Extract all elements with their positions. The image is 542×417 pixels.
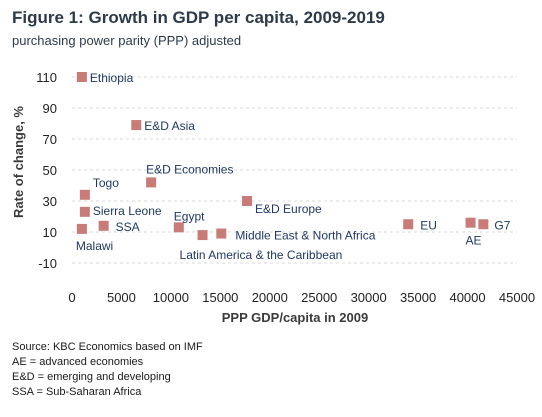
data-point bbox=[173, 222, 184, 233]
data-point bbox=[76, 72, 87, 82]
data-point bbox=[79, 189, 90, 200]
y-axis-ticks: -10 10 30 50 70 90 110 bbox=[36, 70, 57, 271]
x-axis-ticks: 0 5000 10000 15000 20000 25000 30000 35000 40000… bbox=[68, 290, 535, 305]
data-label: E&D Economies bbox=[146, 162, 233, 176]
data-point bbox=[465, 217, 476, 228]
data-label: EU bbox=[420, 218, 437, 232]
data-point bbox=[197, 230, 208, 241]
y-tick-label: 90 bbox=[43, 101, 57, 116]
data-label: Middle East & North Africa bbox=[235, 229, 375, 243]
gridlines bbox=[72, 76, 517, 264]
data-label: Togo bbox=[93, 176, 119, 190]
note-ssa: SSA = Sub-Saharan Africa bbox=[12, 386, 142, 398]
x-tick-label: 0 bbox=[68, 290, 75, 305]
x-tick-label: 10000 bbox=[153, 290, 189, 305]
x-tick-label: 35000 bbox=[400, 290, 436, 305]
data-label: Latin America & the Caribbean bbox=[180, 248, 343, 262]
y-tick-label: 10 bbox=[43, 225, 57, 240]
x-tick-label: 25000 bbox=[301, 290, 337, 305]
y-tick-label: 70 bbox=[43, 132, 57, 147]
data-point bbox=[403, 219, 414, 230]
x-tick-label: 20000 bbox=[252, 290, 288, 305]
x-tick-label: 15000 bbox=[202, 290, 238, 305]
x-tick-label: 45000 bbox=[499, 290, 535, 305]
chart-title: Figure 1: Growth in GDP per capita, 2009… bbox=[12, 8, 385, 27]
data-labels: Ethiopia E&D Asia E&D Economies Togo Sierra … bbox=[76, 71, 511, 262]
data-point bbox=[98, 220, 109, 231]
data-point bbox=[478, 219, 489, 230]
y-tick-label: 110 bbox=[36, 70, 57, 85]
data-label: E&D Europe bbox=[255, 202, 322, 216]
note-ae: AE = advanced economies bbox=[12, 356, 144, 368]
y-tick-label: -10 bbox=[38, 256, 57, 271]
data-label: Ethiopia bbox=[90, 71, 134, 85]
chart-subtitle: purchasing power parity (PPP) adjusted bbox=[12, 33, 242, 48]
x-tick-label: 5000 bbox=[107, 290, 136, 305]
note-source: Source: KBC Economics based on IMF bbox=[12, 341, 203, 353]
y-tick-label: 50 bbox=[43, 163, 57, 178]
data-point bbox=[79, 206, 90, 217]
data-label: E&D Asia bbox=[144, 119, 195, 133]
data-points bbox=[76, 72, 489, 241]
x-tick-label: 30000 bbox=[351, 290, 387, 305]
data-label: Malawi bbox=[76, 239, 113, 253]
y-axis-title: Rate of change, % bbox=[11, 106, 26, 218]
data-point bbox=[242, 196, 253, 206]
data-point bbox=[131, 120, 142, 131]
data-label: Egypt bbox=[174, 209, 205, 223]
data-point bbox=[76, 223, 87, 234]
data-point bbox=[146, 177, 157, 188]
data-point bbox=[216, 228, 227, 239]
data-label: AE bbox=[466, 234, 482, 248]
y-tick-label: 30 bbox=[43, 194, 57, 209]
note-ed: E&D = emerging and developing bbox=[12, 371, 171, 383]
source-notes: Source: KBC Economics based on IMF AE = … bbox=[12, 340, 203, 400]
data-label: Sierra Leone bbox=[93, 204, 162, 218]
x-axis-title: PPP GDP/capita in 2009 bbox=[222, 310, 368, 325]
data-label: G7 bbox=[494, 218, 510, 232]
x-tick-label: 40000 bbox=[449, 290, 485, 305]
data-label: SSA bbox=[116, 220, 140, 234]
